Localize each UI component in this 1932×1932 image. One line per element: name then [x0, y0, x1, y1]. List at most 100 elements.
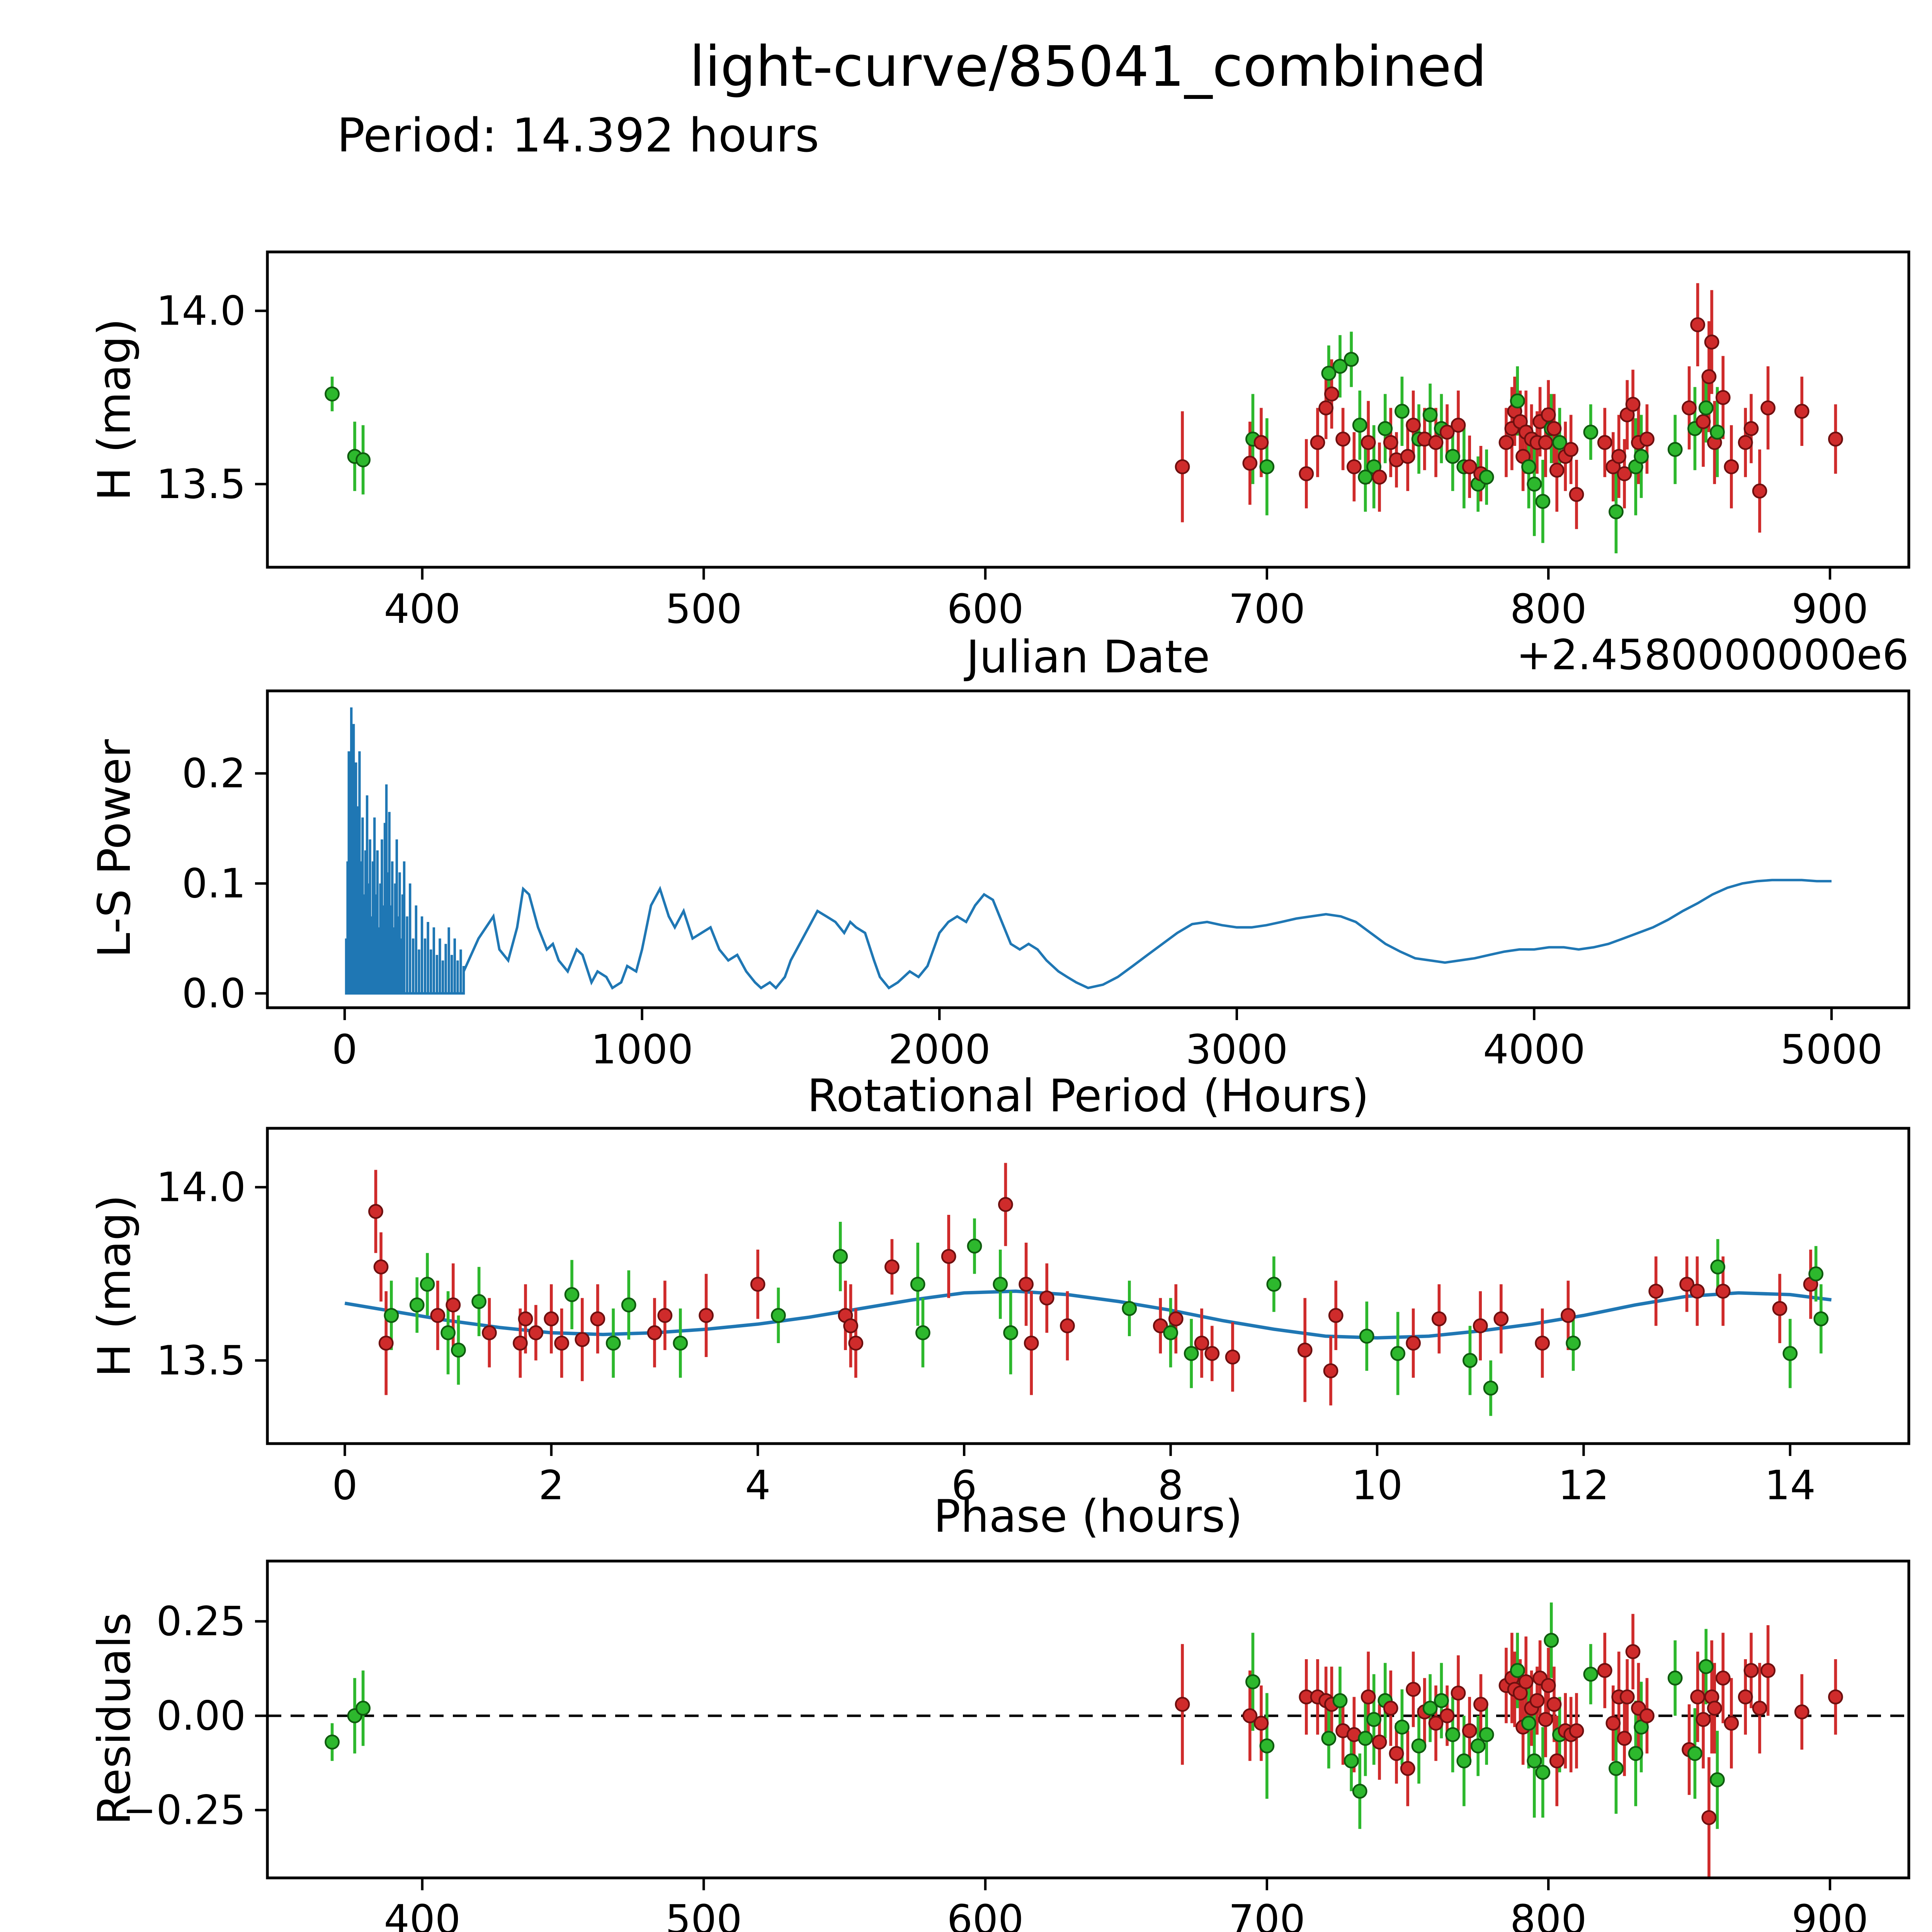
data-point	[1743, 421, 1759, 436]
data-point	[1698, 400, 1714, 416]
data-point	[1361, 435, 1376, 450]
x-axis-label-phase: Phase (hours)	[934, 1490, 1243, 1543]
data-point	[910, 1277, 925, 1292]
data-point	[1563, 442, 1579, 457]
data-point	[1709, 1772, 1725, 1787]
y-tick-label: 0.25	[156, 1598, 246, 1645]
y-axis-label-residuals: Residuals	[88, 1612, 141, 1825]
data-point	[621, 1297, 636, 1313]
data-point	[1194, 1335, 1209, 1351]
x-tick-label: 700	[1229, 1896, 1306, 1932]
data-point	[1259, 1738, 1275, 1753]
data-point	[843, 1318, 859, 1333]
data-point	[1715, 390, 1731, 405]
data-point	[575, 1332, 590, 1347]
y-tick-label: 13.5	[156, 461, 246, 508]
data-point	[1253, 1716, 1269, 1731]
y-tick-label: 0.2	[182, 750, 246, 797]
data-point	[1242, 456, 1258, 471]
data-point	[1538, 435, 1553, 450]
data-point	[1383, 435, 1398, 450]
data-point	[1634, 449, 1649, 464]
data-point	[1583, 1667, 1599, 1682]
data-point	[1372, 469, 1387, 485]
data-point	[1529, 1693, 1545, 1708]
data-point	[1552, 435, 1567, 450]
data-point	[1266, 1277, 1282, 1292]
data-point	[1372, 1734, 1387, 1750]
data-point	[1782, 1346, 1798, 1361]
data-point	[1690, 1689, 1705, 1704]
data-point	[1153, 1318, 1168, 1333]
period-annotation: Period: 14.392 hours	[337, 110, 820, 164]
data-point	[1608, 504, 1624, 519]
data-point	[848, 1335, 864, 1351]
data-point	[1299, 466, 1314, 481]
data-point	[1724, 1716, 1739, 1731]
data-point	[1473, 1318, 1488, 1333]
data-point	[1549, 1753, 1565, 1769]
y-tick-label: 0.0	[182, 970, 246, 1017]
data-point	[325, 1734, 340, 1750]
data-point	[1428, 1716, 1444, 1731]
data-point	[440, 1325, 456, 1340]
data-point	[373, 1259, 389, 1275]
data-point	[750, 1277, 765, 1292]
data-point	[1743, 1663, 1759, 1678]
panel-residuals	[267, 1602, 1909, 1878]
data-point	[1318, 400, 1334, 416]
data-point	[482, 1325, 497, 1340]
data-point	[1639, 432, 1655, 447]
axes-frame	[266, 1560, 1910, 1879]
data-point	[1406, 1682, 1421, 1697]
x-tick-label: 700	[1229, 585, 1306, 633]
data-point	[1479, 1727, 1494, 1742]
data-point	[1394, 1719, 1410, 1735]
x-tick-label: 500	[665, 585, 742, 633]
data-point	[564, 1287, 580, 1302]
panel-jd_mag	[325, 283, 1843, 553]
x-tick-label: 900	[1792, 1896, 1869, 1932]
x-tick-label: 400	[384, 1896, 461, 1932]
data-point	[1535, 1335, 1550, 1351]
panel-periodogram	[345, 707, 1832, 995]
data-point	[1689, 1284, 1705, 1299]
data-point	[1422, 1701, 1438, 1716]
data-point	[1378, 421, 1393, 436]
data-point	[1352, 418, 1367, 433]
data-point	[1521, 459, 1536, 474]
x-tick-label: 2	[539, 1462, 564, 1509]
data-point	[1510, 393, 1525, 408]
data-point	[1608, 1761, 1624, 1776]
data-point	[967, 1238, 982, 1254]
data-point	[1439, 1708, 1455, 1723]
data-point	[1019, 1277, 1034, 1292]
data-point	[554, 1335, 570, 1351]
x-tick-label: 0	[332, 1462, 357, 1509]
y-tick-label: 0.1	[182, 860, 246, 907]
data-point	[1462, 1723, 1477, 1738]
data-point	[1390, 1346, 1406, 1361]
data-point	[1366, 1712, 1382, 1727]
data-point	[1535, 494, 1551, 509]
x-tick-label: 900	[1792, 585, 1869, 633]
data-point	[1394, 404, 1410, 419]
data-point	[1451, 1685, 1466, 1701]
data-point	[1024, 1335, 1039, 1351]
data-point	[446, 1297, 461, 1313]
data-point	[1625, 397, 1641, 412]
data-point	[1617, 1731, 1632, 1746]
data-point	[1724, 459, 1739, 474]
data-point	[368, 1204, 383, 1219]
x-tick-label: 400	[384, 585, 461, 633]
data-point	[1597, 435, 1612, 450]
data-point	[1323, 1363, 1338, 1379]
data-point	[355, 1701, 371, 1716]
y-axis-label-phase-mag: H (mag)	[88, 1194, 141, 1378]
data-point	[1546, 1697, 1562, 1712]
x-tick-label: 6	[951, 1462, 977, 1509]
data-point	[1518, 1674, 1534, 1689]
data-point	[1245, 1674, 1260, 1689]
data-point	[430, 1308, 446, 1323]
